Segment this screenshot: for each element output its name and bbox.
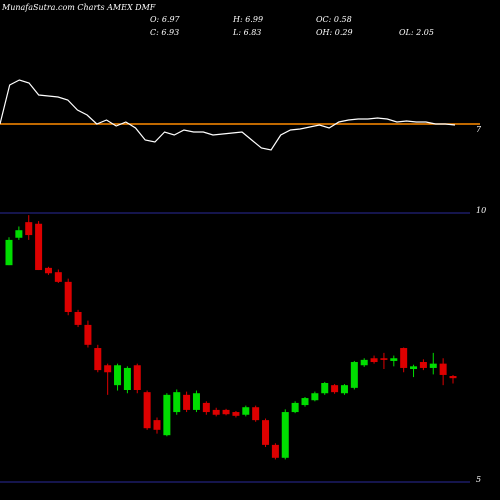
candle-body: [212, 409, 220, 415]
stat-label: OL:: [399, 28, 414, 37]
candle-body: [192, 393, 200, 410]
stat-value: 0.29: [335, 28, 353, 37]
stat: O: 6.97: [150, 15, 181, 24]
stat-label: OH:: [316, 28, 333, 37]
stat-label: C:: [150, 28, 159, 37]
candle-body: [35, 223, 43, 271]
candle-body: [94, 348, 102, 371]
candle-body: [242, 407, 250, 415]
candle-body: [331, 385, 339, 393]
candle-body: [281, 412, 289, 458]
stat-label: OC:: [316, 15, 332, 24]
stat: H: 6.99: [232, 15, 263, 24]
candle-body: [222, 409, 230, 415]
candle-body: [64, 281, 72, 312]
candle-body: [173, 392, 181, 413]
stat-value: 2.05: [415, 28, 434, 37]
candle-body: [321, 383, 329, 394]
candle-body: [370, 358, 378, 363]
candle-body: [5, 239, 13, 266]
candle-body: [44, 267, 52, 274]
candle-body: [143, 392, 151, 429]
y-tick-label: 7: [476, 125, 482, 134]
stat-value: 6.83: [244, 28, 262, 37]
candle-body: [133, 365, 141, 391]
y-tick-label: 10: [476, 206, 486, 215]
y-tick-label: 5: [476, 475, 481, 484]
candle-body: [114, 365, 122, 386]
candle-body: [400, 348, 408, 368]
candle-body: [311, 393, 319, 401]
stat: OH: 0.29: [316, 28, 353, 37]
candle-body: [360, 359, 368, 366]
candle-body: [54, 272, 62, 282]
candle-body: [232, 412, 240, 416]
stat: OL: 2.05: [399, 28, 434, 37]
candle-body: [390, 358, 398, 361]
candle-body: [202, 402, 210, 413]
candle-body: [340, 385, 348, 394]
candle-body: [123, 367, 131, 391]
candle-body: [449, 376, 457, 379]
stat-value: 6.93: [161, 28, 179, 37]
stat-value: 6.99: [245, 15, 263, 24]
stat-value: 0.58: [334, 15, 352, 24]
stat-label: O:: [150, 15, 160, 24]
candle-body: [350, 362, 358, 388]
candle-body: [153, 420, 161, 430]
candle-body: [252, 407, 260, 421]
stat-label: H:: [232, 15, 243, 24]
candle-body: [410, 366, 418, 370]
candle-body: [262, 420, 270, 445]
candle-body: [380, 358, 388, 360]
candle-body: [419, 362, 427, 368]
candle-body: [25, 222, 33, 236]
stat: OC: 0.58: [316, 15, 352, 24]
candle-body: [429, 363, 437, 368]
candle-body: [74, 311, 82, 325]
candle-body: [271, 444, 279, 458]
stat-value: 6.97: [162, 15, 181, 24]
candle-body: [291, 402, 299, 413]
candle-body: [183, 394, 191, 410]
stat: L: 6.83: [232, 28, 261, 37]
candle-body: [163, 394, 171, 436]
stat-label: L:: [232, 28, 241, 37]
candle-body: [104, 365, 112, 373]
indicator-line: [0, 79, 456, 151]
stat: C: 6.93: [150, 28, 179, 37]
candle-body: [84, 324, 92, 345]
candle-body: [15, 230, 23, 238]
chart-title: MunafaSutra.com Charts AMEX DMF: [1, 3, 156, 12]
candle-body: [301, 398, 309, 406]
candle-body: [439, 363, 447, 375]
